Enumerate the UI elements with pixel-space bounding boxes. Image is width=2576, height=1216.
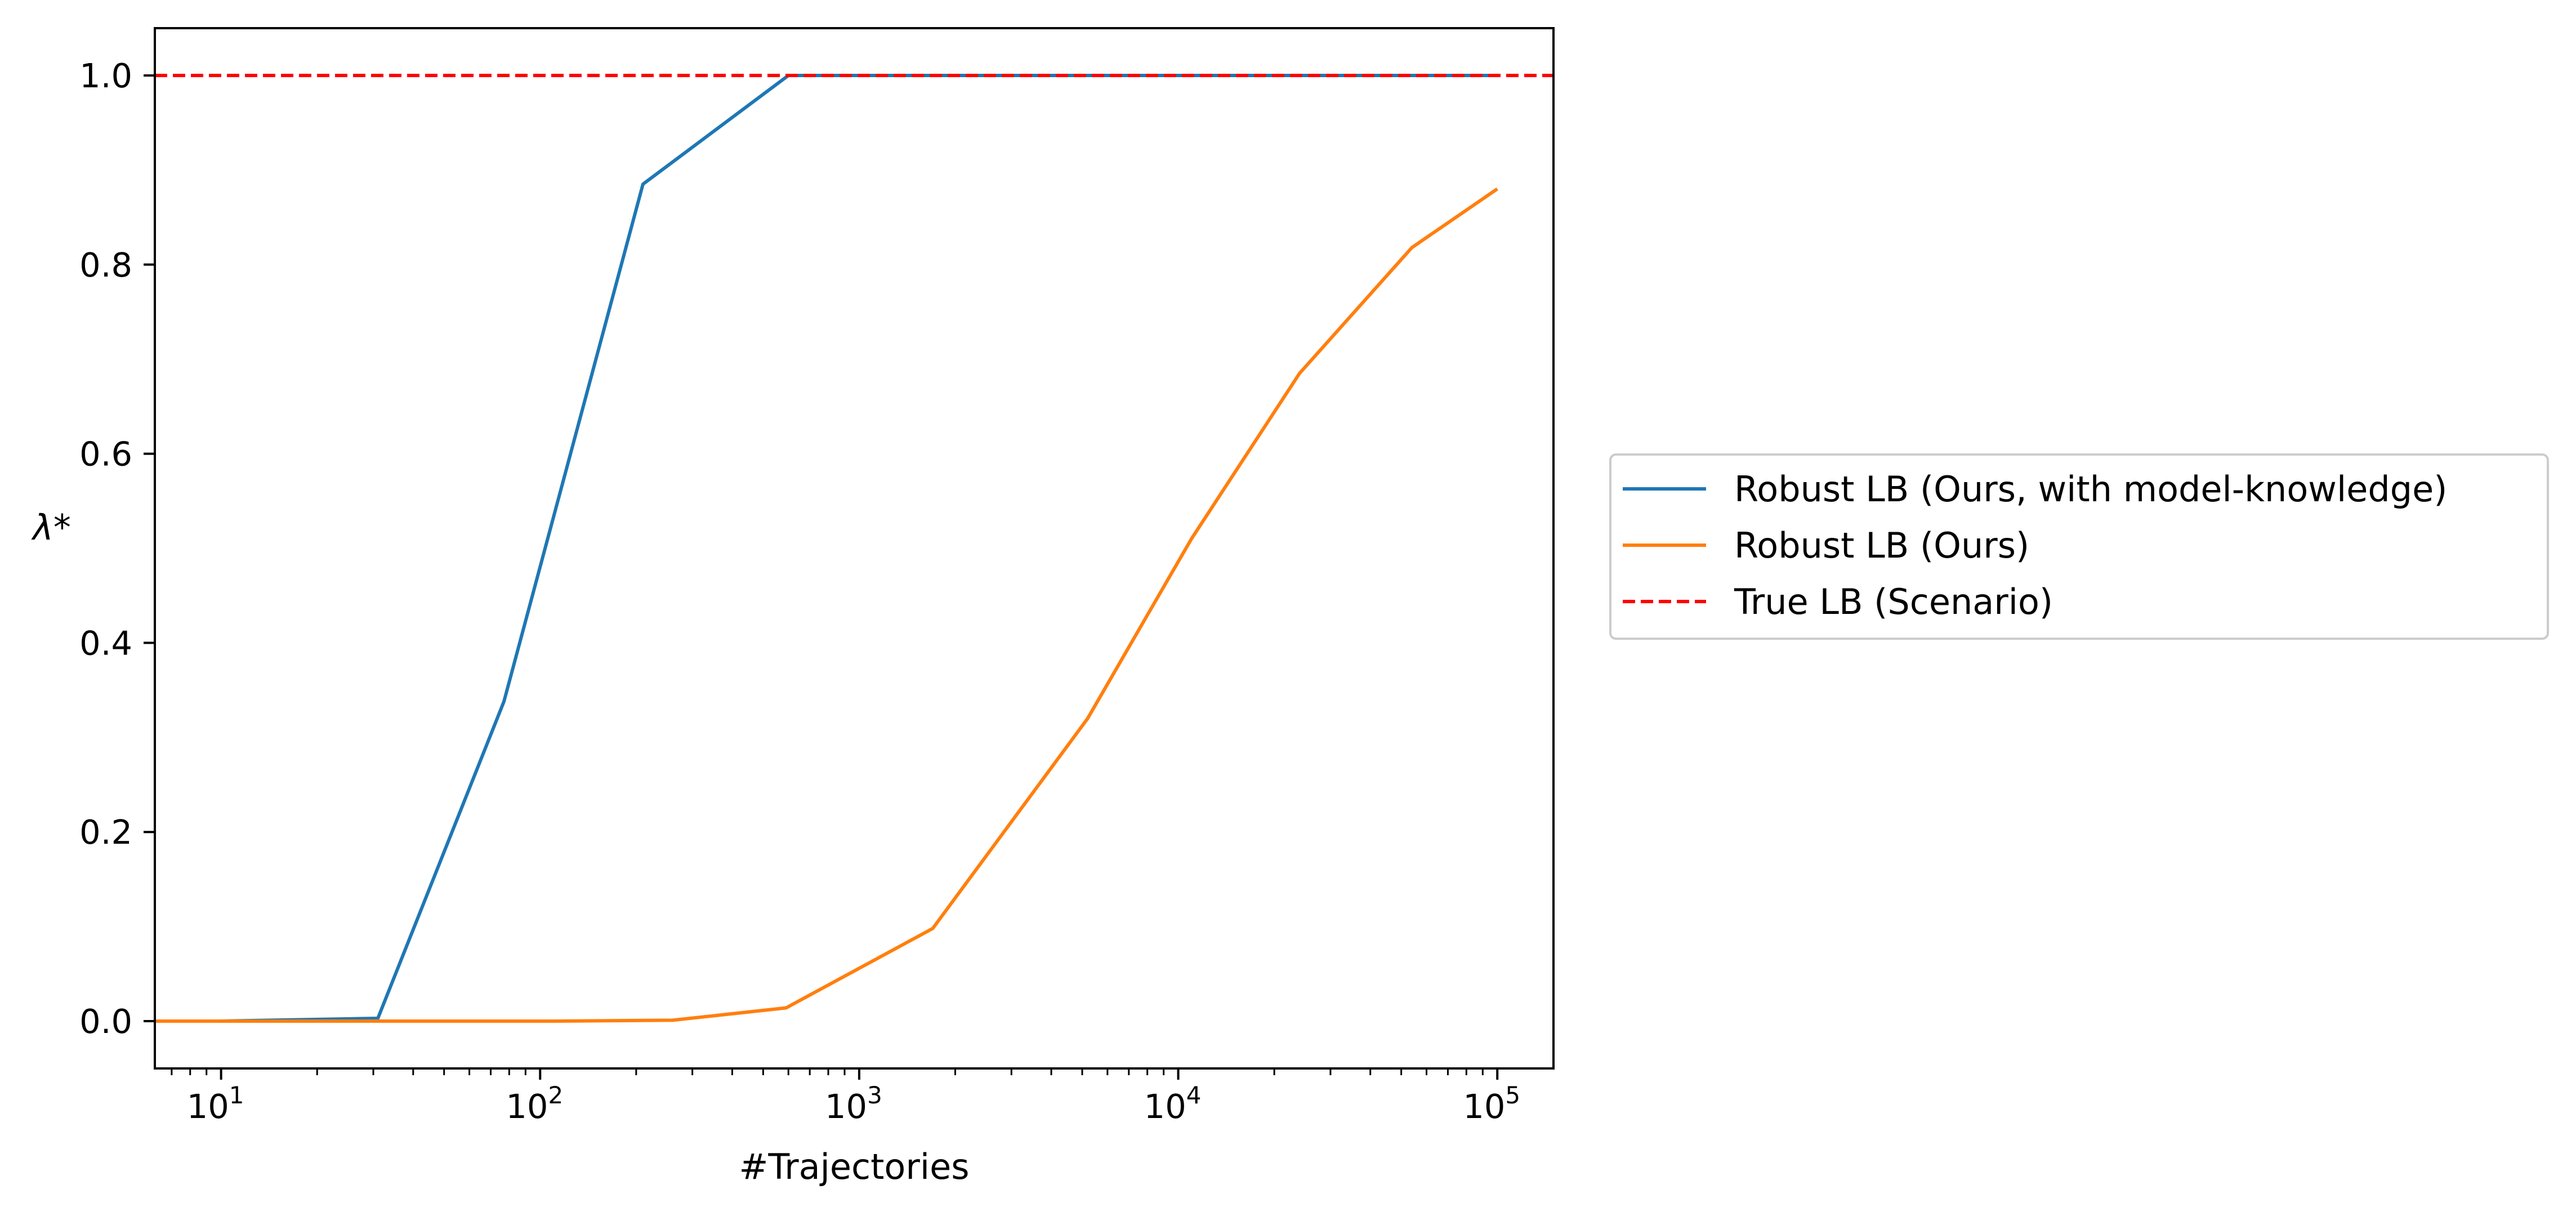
legend-label-2: Robust LB (Ours): [1734, 525, 2029, 566]
y-tick-label: 0.6: [79, 435, 132, 474]
y-tick-label: 0.8: [79, 246, 132, 284]
legend-items: Robust LB (Ours, with model-knowledge) Ro…: [1623, 469, 2447, 622]
x-tick-label: 105: [1463, 1081, 1520, 1126]
x-axis-label: #Trajectories: [739, 1146, 969, 1187]
plot-lines: [155, 74, 1553, 1023]
y-tick-label: 1.0: [79, 56, 132, 95]
y-tick-label: 0.4: [79, 623, 132, 662]
y-tick-label: 0.0: [79, 1002, 132, 1041]
legend-label-1: Robust LB (Ours, with model-knowledge): [1734, 469, 2447, 510]
y-axis-ticks: 0.0 0.2 0.4 0.6 0.8 1.0: [79, 56, 155, 1041]
x-tick-label: 104: [1144, 1081, 1202, 1126]
series-line-2: [155, 187, 1498, 1023]
x-tick-label: 103: [825, 1081, 882, 1126]
legend: Robust LB (Ours, with model-knowledge) Ro…: [1609, 453, 2549, 640]
y-tick-label: 0.2: [79, 813, 132, 852]
legend-label-3: True LB (Scenario): [1734, 581, 2053, 622]
y-axis-label: λ*: [31, 507, 71, 548]
plot-frame: [154, 27, 1555, 1070]
x-axis-ticks: 101 102 103 104 105: [171, 1068, 1520, 1126]
x-tick-label: 102: [506, 1081, 563, 1126]
x-tick-label: 101: [187, 1081, 244, 1126]
series-line-1: [155, 74, 1498, 1023]
legend-frame: [1609, 453, 2549, 640]
